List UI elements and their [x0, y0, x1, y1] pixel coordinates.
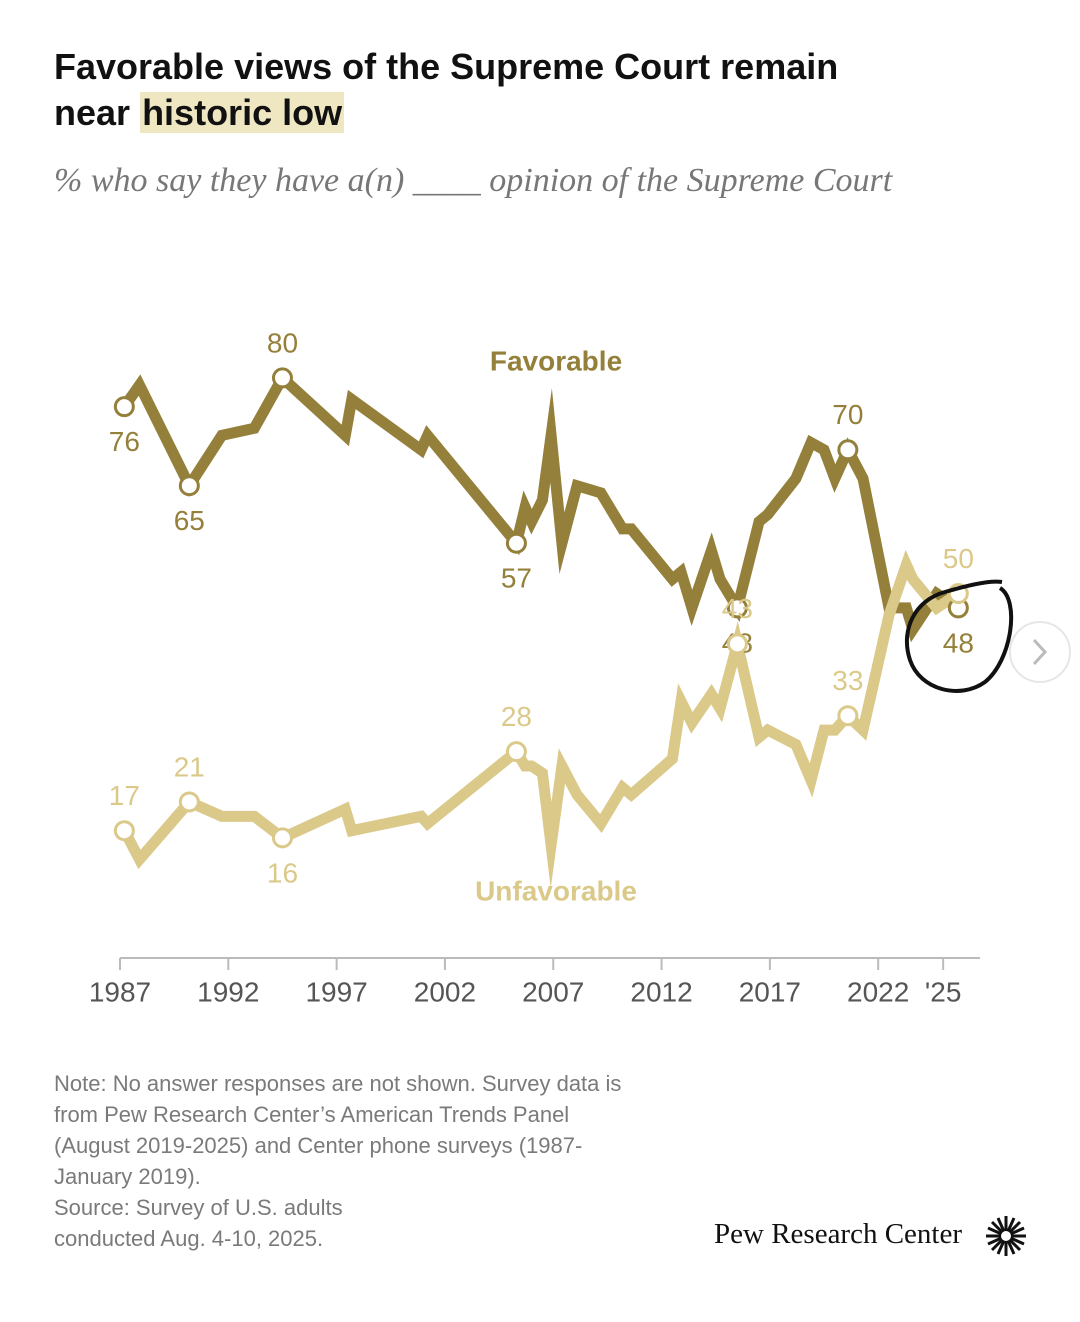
next-button[interactable] — [1009, 621, 1071, 683]
series-label: Favorable — [490, 345, 622, 376]
brand: Pew Research Center — [714, 1218, 963, 1250]
chart-title: Favorable views of the Supreme Court rem… — [54, 44, 838, 136]
series-line — [119, 369, 962, 643]
title-word: near — [54, 92, 131, 133]
data-label: 65 — [174, 505, 205, 536]
point-marker — [837, 705, 859, 727]
x-tick-label: 2022 — [847, 976, 909, 1007]
chevron — [1032, 638, 1048, 666]
point-marker — [505, 741, 527, 763]
x-tick-label: 2012 — [630, 976, 692, 1007]
data-label: 33 — [832, 665, 863, 696]
x-tick-label: 1987 — [89, 976, 151, 1007]
title-line: Favorable views of the Supreme Court rem… — [54, 46, 839, 87]
note: Note: No answer responses are not shown.… — [54, 1071, 622, 1189]
x-tick-label: 1997 — [305, 976, 367, 1007]
decoration — [904, 579, 1071, 1256]
data-label: 28 — [501, 701, 532, 732]
data-label: 57 — [501, 563, 532, 594]
title-highlight: historic low — [140, 92, 345, 133]
x-tick-label: 2007 — [522, 976, 584, 1007]
data-label: 50 — [943, 543, 974, 574]
point-marker — [113, 396, 135, 418]
logo-icon — [986, 1216, 1026, 1256]
point-marker — [178, 791, 200, 813]
hand-drawn-circle — [904, 579, 1014, 693]
series-label: Unfavorable — [475, 875, 637, 906]
data-label: 80 — [267, 327, 298, 358]
subtitle: % who say they have a(n) ____ opinion of… — [54, 162, 893, 199]
x-tick-label: '25 — [925, 976, 962, 1007]
data-label: 43 — [722, 593, 753, 624]
point-marker — [726, 597, 748, 619]
point-marker — [178, 475, 200, 497]
data-label: 16 — [267, 857, 298, 888]
series-line — [119, 549, 962, 889]
x-tick-label: 2017 — [739, 976, 801, 1007]
data-label: 70 — [832, 399, 863, 430]
data-label: 21 — [174, 751, 205, 782]
source: Source: Survey of U.S. adults conducted … — [54, 1195, 343, 1251]
x-tick-label: 2002 — [414, 976, 476, 1007]
point-marker — [271, 367, 293, 389]
point-marker — [271, 827, 293, 849]
point-marker — [726, 633, 748, 655]
point-marker — [505, 532, 527, 554]
data-label: 76 — [109, 426, 140, 457]
point-marker — [113, 820, 135, 842]
point-marker — [837, 439, 859, 461]
x-tick-label: 1992 — [197, 976, 259, 1007]
data-label: 48 — [943, 627, 974, 658]
data-label: 17 — [109, 780, 140, 811]
